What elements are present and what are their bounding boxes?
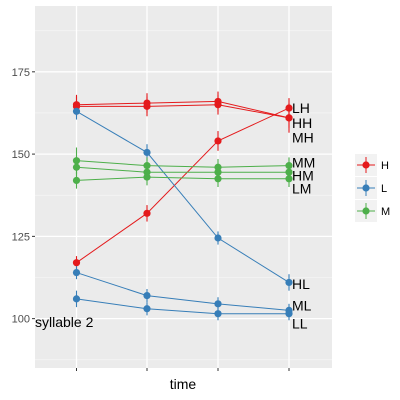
legend-label-l: L [381, 183, 387, 195]
data-point-hm [214, 168, 222, 176]
data-point-lh [72, 259, 81, 267]
data-point-lh [143, 209, 151, 217]
x-axis-title: time [170, 376, 197, 392]
grid-minor [35, 30, 332, 361]
data-point-lm [72, 176, 81, 185]
legend-label-h: H [381, 160, 389, 172]
data-point-mm [214, 163, 222, 171]
data-point-mm [72, 157, 81, 165]
end-label-ll: LL [292, 316, 308, 332]
data-point-hm [72, 163, 81, 171]
series-line-mh [76, 104, 290, 119]
legend-point-h [362, 161, 370, 169]
x-axis [76, 368, 290, 371]
legend-point-l [362, 184, 370, 192]
data-point-ml [72, 268, 81, 277]
annotation-syllable: syllable 2 [35, 314, 94, 330]
y-tick-label: 100 [12, 314, 30, 326]
data-point-hl [285, 278, 293, 287]
data-point-ll [143, 305, 151, 313]
series-line-hm [76, 166, 289, 173]
data-point-hl [214, 234, 222, 242]
series-line-hh [76, 100, 290, 119]
data-point-lh [214, 137, 222, 145]
y-tick-label: 150 [12, 149, 30, 161]
data-point-mm [143, 162, 151, 170]
data-point-ml [214, 300, 222, 308]
series-line-lm [76, 176, 289, 181]
data-point-ml [143, 292, 151, 300]
series-line-hl [76, 110, 290, 283]
y-axis: 100 125 150 175 [12, 67, 35, 326]
data-point-hl [72, 107, 81, 115]
end-label-hh: HH [292, 115, 312, 131]
data-point-hm [143, 168, 151, 176]
series-line-mm [76, 160, 290, 168]
data-point-ll [72, 295, 81, 303]
data-point-lm [214, 175, 222, 183]
data-point-mh [143, 102, 151, 110]
data-point-lm [143, 173, 151, 181]
y-tick-label: 125 [12, 231, 30, 243]
series-points [72, 97, 293, 318]
plot-panel [35, 6, 332, 368]
legend: HLM [355, 154, 390, 222]
end-label-lh: LH [292, 100, 310, 116]
data-point-hl [143, 148, 151, 157]
end-label-hm: HM [292, 167, 314, 183]
series-lines [76, 100, 290, 315]
y-tick-label: 175 [12, 67, 30, 79]
data-point-lh [285, 104, 293, 112]
legend-point-m [362, 207, 370, 215]
data-point-mh [285, 114, 293, 122]
data-point-ll [285, 310, 293, 318]
data-point-mh [214, 101, 222, 109]
end-label-hl: HL [292, 276, 310, 292]
legend-label-m: M [381, 206, 390, 218]
series-line-ml [76, 272, 290, 311]
data-point-ll [214, 310, 222, 318]
data-point-hm [285, 168, 293, 176]
data-point-mm [285, 162, 293, 170]
data-point-mh [72, 102, 81, 110]
end-label-ml: ML [292, 297, 312, 313]
series-line-ll [76, 298, 289, 315]
end-label-lm: LM [292, 181, 311, 197]
series-line-lh [76, 107, 290, 264]
end-label-mh: MH [292, 130, 314, 146]
end-label-mm: MM [292, 154, 315, 170]
data-point-lm [285, 175, 293, 183]
